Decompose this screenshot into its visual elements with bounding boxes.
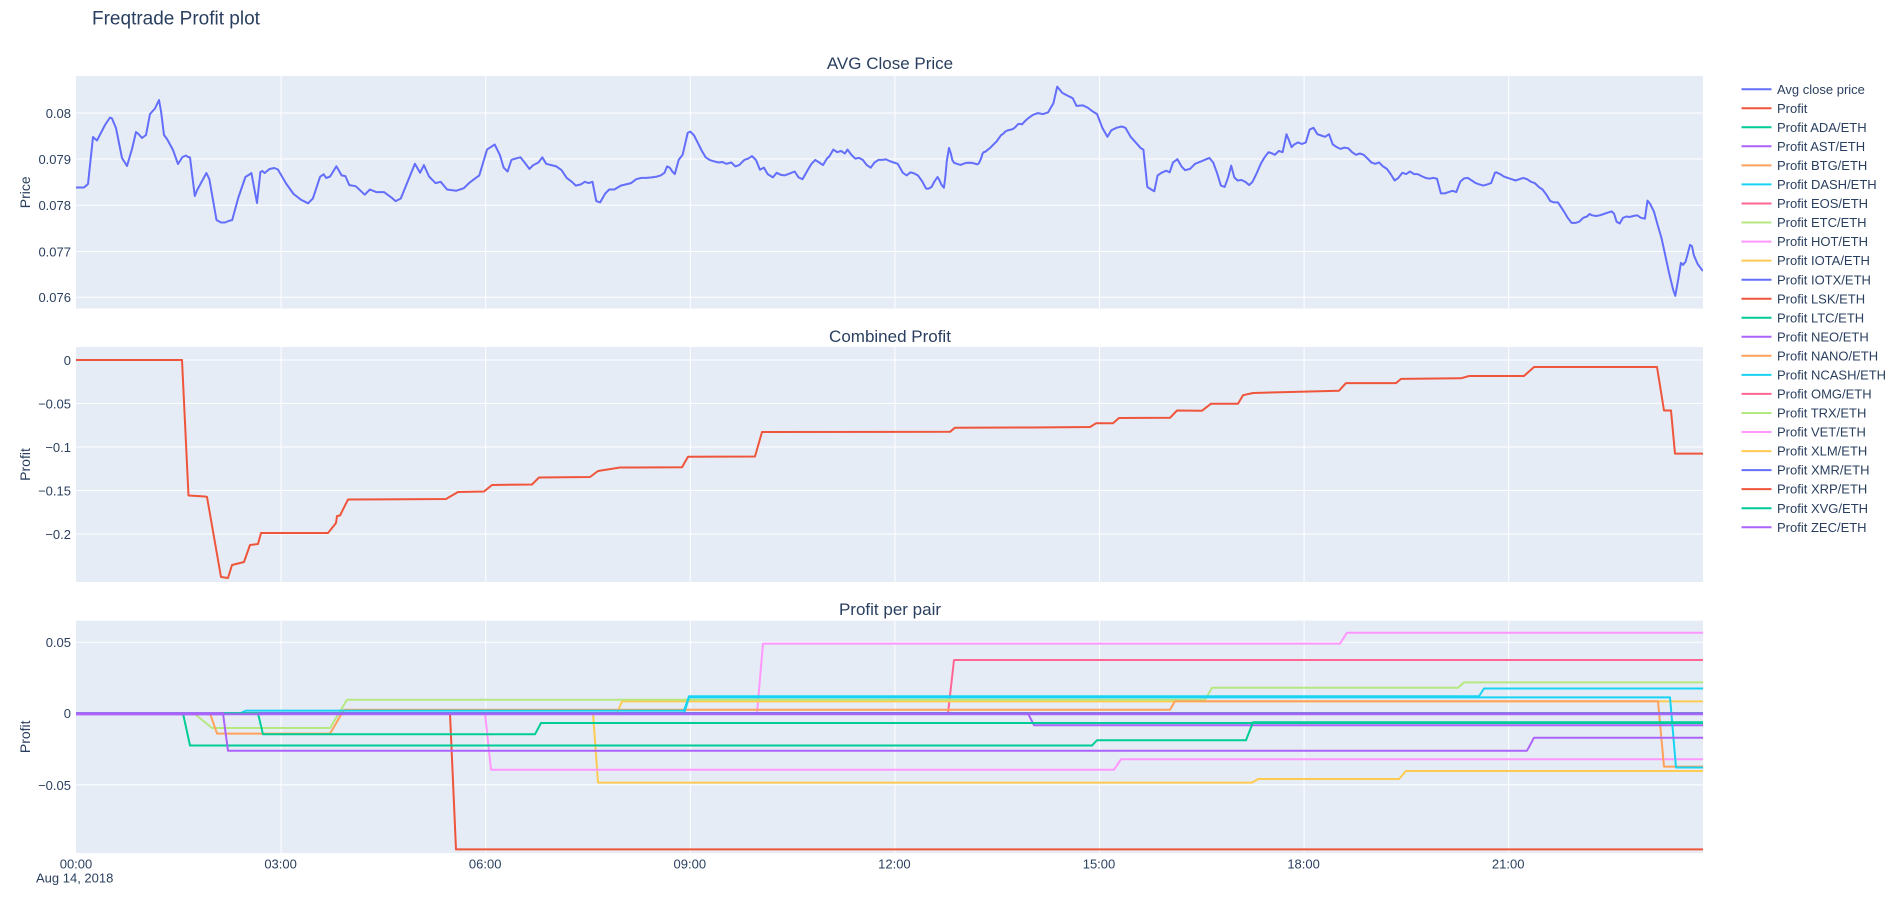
svg-text:Profit DASH/ETH: Profit DASH/ETH bbox=[1777, 177, 1877, 192]
svg-text:0.08: 0.08 bbox=[46, 106, 71, 121]
svg-text:Profit: Profit bbox=[1777, 101, 1808, 116]
svg-text:Avg close price: Avg close price bbox=[1777, 82, 1865, 97]
svg-text:0.05: 0.05 bbox=[46, 635, 71, 650]
svg-text:15:00: 15:00 bbox=[1083, 856, 1116, 871]
svg-text:Profit TRX/ETH: Profit TRX/ETH bbox=[1777, 406, 1866, 421]
svg-text:Profit VET/ETH: Profit VET/ETH bbox=[1777, 425, 1866, 440]
svg-text:Profit AST/ETH: Profit AST/ETH bbox=[1777, 139, 1865, 154]
svg-text:Profit XMR/ETH: Profit XMR/ETH bbox=[1777, 463, 1869, 478]
svg-text:Profit ADA/ETH: Profit ADA/ETH bbox=[1777, 120, 1867, 135]
svg-text:03:00: 03:00 bbox=[264, 856, 297, 871]
svg-text:0.076: 0.076 bbox=[38, 290, 71, 305]
svg-text:Freqtrade Profit plot: Freqtrade Profit plot bbox=[92, 9, 261, 30]
svg-text:18:00: 18:00 bbox=[1287, 856, 1320, 871]
svg-text:06:00: 06:00 bbox=[469, 856, 502, 871]
svg-text:Profit LTC/ETH: Profit LTC/ETH bbox=[1777, 310, 1864, 325]
svg-text:−0.15: −0.15 bbox=[38, 483, 71, 498]
svg-text:21:00: 21:00 bbox=[1492, 856, 1525, 871]
svg-text:Profit HOT/ETH: Profit HOT/ETH bbox=[1777, 234, 1868, 249]
svg-text:Profit IOTA/ETH: Profit IOTA/ETH bbox=[1777, 253, 1870, 268]
svg-text:Profit: Profit bbox=[17, 448, 33, 481]
svg-text:00:00: 00:00 bbox=[60, 856, 93, 871]
svg-text:0.079: 0.079 bbox=[38, 152, 71, 167]
svg-text:Profit per pair: Profit per pair bbox=[839, 600, 941, 619]
svg-text:Profit LSK/ETH: Profit LSK/ETH bbox=[1777, 291, 1865, 306]
svg-text:Profit NEO/ETH: Profit NEO/ETH bbox=[1777, 329, 1869, 344]
svg-text:0.078: 0.078 bbox=[38, 198, 71, 213]
svg-text:12:00: 12:00 bbox=[878, 856, 911, 871]
svg-text:Profit NANO/ETH: Profit NANO/ETH bbox=[1777, 348, 1878, 363]
svg-text:Aug 14, 2018: Aug 14, 2018 bbox=[36, 870, 113, 885]
svg-text:Profit ZEC/ETH: Profit ZEC/ETH bbox=[1777, 520, 1867, 535]
svg-text:Profit ETC/ETH: Profit ETC/ETH bbox=[1777, 215, 1867, 230]
svg-text:Profit IOTX/ETH: Profit IOTX/ETH bbox=[1777, 272, 1871, 287]
svg-text:0.077: 0.077 bbox=[38, 244, 71, 259]
svg-text:AVG Close Price: AVG Close Price bbox=[827, 54, 953, 73]
svg-text:Profit NCASH/ETH: Profit NCASH/ETH bbox=[1777, 368, 1886, 383]
svg-text:Profit OMG/ETH: Profit OMG/ETH bbox=[1777, 387, 1872, 402]
svg-text:−0.1: −0.1 bbox=[45, 440, 71, 455]
svg-text:Profit XVG/ETH: Profit XVG/ETH bbox=[1777, 501, 1868, 516]
svg-text:0: 0 bbox=[64, 353, 71, 368]
svg-text:Profit BTG/ETH: Profit BTG/ETH bbox=[1777, 158, 1867, 173]
svg-text:Price: Price bbox=[17, 176, 33, 208]
svg-text:09:00: 09:00 bbox=[674, 856, 707, 871]
svg-text:Profit XRP/ETH: Profit XRP/ETH bbox=[1777, 482, 1867, 497]
svg-text:Profit XLM/ETH: Profit XLM/ETH bbox=[1777, 444, 1867, 459]
svg-text:Profit EOS/ETH: Profit EOS/ETH bbox=[1777, 196, 1868, 211]
svg-text:−0.2: −0.2 bbox=[45, 527, 71, 542]
svg-text:−0.05: −0.05 bbox=[38, 778, 71, 793]
svg-text:Combined Profit: Combined Profit bbox=[829, 327, 951, 346]
svg-text:Profit: Profit bbox=[17, 720, 33, 753]
svg-text:−0.05: −0.05 bbox=[38, 396, 71, 411]
svg-text:0: 0 bbox=[64, 706, 71, 721]
